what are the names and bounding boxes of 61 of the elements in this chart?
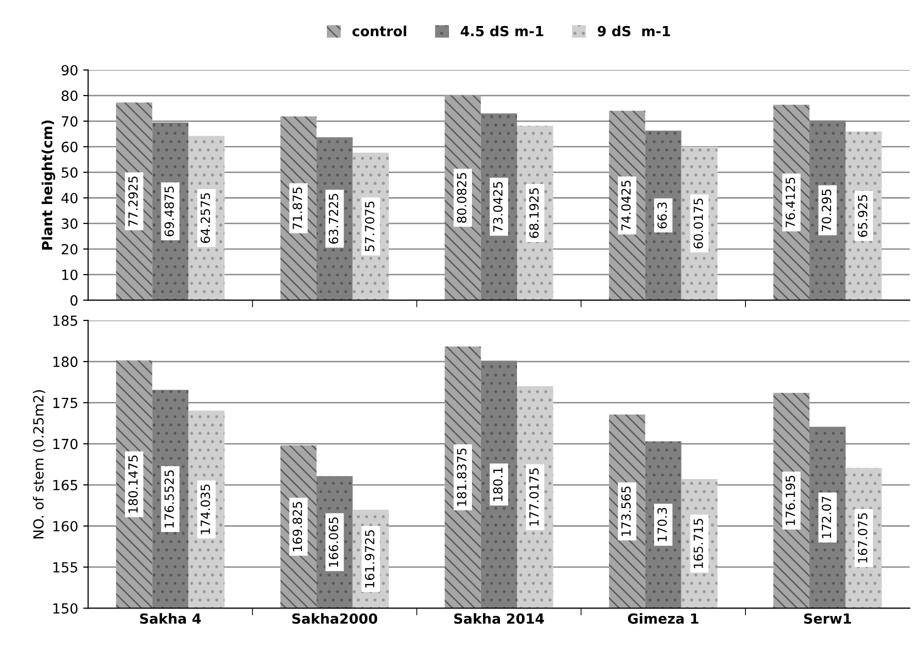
- y-tick-label: 175: [53, 398, 78, 408]
- y-tick-label: 70: [62, 116, 78, 127]
- data-label: 66.3: [657, 202, 667, 228]
- data-label: 170.3: [657, 508, 667, 542]
- y-tick-label: 20: [62, 244, 78, 255]
- y-tick-label: 90: [62, 64, 78, 76]
- data-label: 71.875: [292, 187, 302, 230]
- x-tick-label: Sakha 2014: [454, 613, 544, 624]
- data-label: 57.7075: [364, 202, 374, 252]
- y-tick-label: 60: [62, 142, 78, 152]
- y-tick-label: 170: [53, 438, 78, 450]
- data-label: 177.0175: [529, 468, 539, 526]
- x-tick-label: Gimeza 1: [628, 613, 698, 624]
- data-label: 73.0425: [493, 182, 503, 232]
- data-label: 180.1: [493, 468, 503, 502]
- x-tick-label: Serw1: [804, 613, 852, 624]
- data-label: 76.4125: [786, 178, 796, 228]
- legend-label: 4.5 dS m-1: [460, 26, 544, 36]
- y-axis-title: NO. of stem (0.25m2): [32, 390, 46, 538]
- data-label: 176.5525: [164, 470, 174, 528]
- legend-label: control: [352, 26, 406, 36]
- data-label: 80.0825: [456, 173, 466, 223]
- data-label: 176.195: [786, 476, 796, 526]
- data-label: 77.2925: [128, 176, 138, 226]
- data-label: 68.1925: [529, 188, 539, 238]
- y-tick-label: 10: [62, 270, 78, 280]
- data-label: 174.035: [200, 484, 210, 534]
- x-tick-label: Sakha 4: [140, 613, 201, 624]
- data-label: 165.715: [694, 518, 704, 568]
- data-label: 167.075: [858, 513, 868, 562]
- y-tick-label: 185: [53, 315, 78, 326]
- y-tick-label: 155: [53, 562, 78, 573]
- bar: [645, 130, 682, 300]
- data-label: 65.925: [858, 195, 868, 237]
- y-tick-label: 80: [62, 90, 78, 102]
- y-tick-label: 165: [53, 480, 78, 490]
- data-label: 172.07: [822, 496, 832, 538]
- y-tick-label: 0: [70, 295, 78, 306]
- y-tick-label: 150: [53, 603, 78, 614]
- data-label: 74.0425: [621, 180, 631, 230]
- y-axis-title: Plant height(cm): [42, 120, 56, 250]
- data-label: 181.8375: [456, 448, 466, 506]
- data-label: 70.295: [822, 190, 832, 232]
- y-tick-label: 40: [61, 192, 78, 204]
- data-label: 69.4875: [164, 186, 174, 236]
- legend-label: 9 dS m-1: [598, 26, 670, 36]
- data-label: 173.565: [621, 486, 631, 536]
- x-tick-label: Sakha2000: [292, 613, 378, 624]
- y-tick-label: 50: [62, 167, 78, 178]
- bar: [444, 95, 481, 300]
- data-label: 169.825: [292, 502, 302, 552]
- data-label: 166.065: [328, 517, 338, 567]
- data-label: 63.7225: [328, 194, 338, 244]
- data-label: 161.9725: [364, 530, 374, 588]
- y-tick-label: 180: [53, 356, 78, 368]
- data-label: 64.2575: [200, 193, 210, 243]
- bar: [280, 116, 317, 300]
- data-label: 60.0175: [694, 198, 704, 248]
- y-tick-label: 30: [62, 218, 78, 229]
- y-tick-label: 160: [53, 520, 78, 532]
- data-label: 180.1475: [128, 456, 138, 513]
